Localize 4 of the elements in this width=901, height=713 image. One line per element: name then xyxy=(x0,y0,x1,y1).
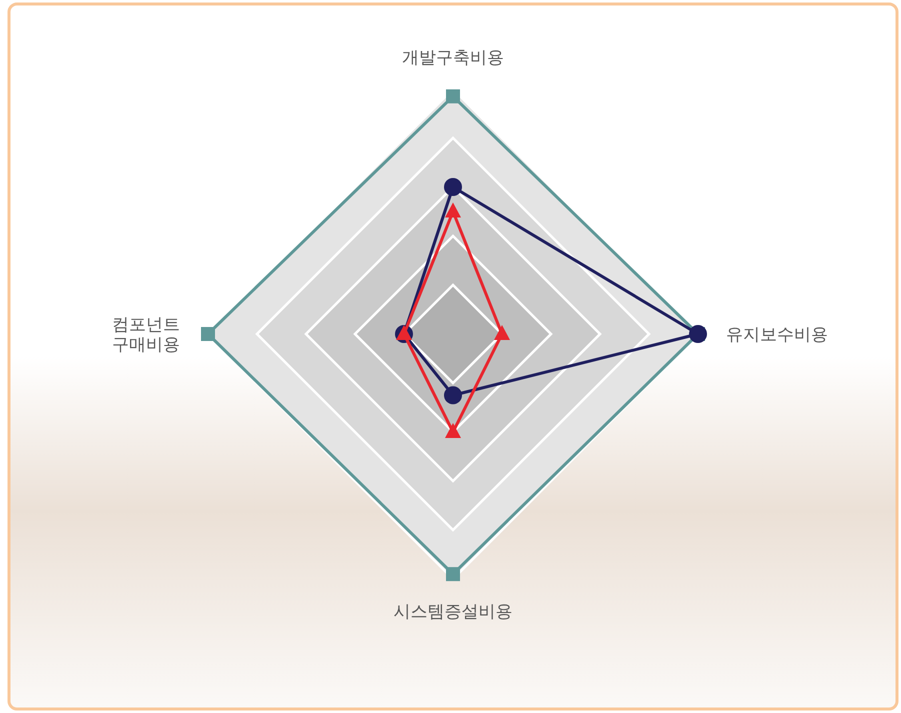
spoke-label: 유지보수비용 xyxy=(726,325,828,345)
spoke-label: 컴포넌트 구매비용 xyxy=(112,315,180,355)
spoke-label: 시스템증설비용 xyxy=(394,602,512,622)
spoke-label: 개발구축비용 xyxy=(402,48,504,68)
